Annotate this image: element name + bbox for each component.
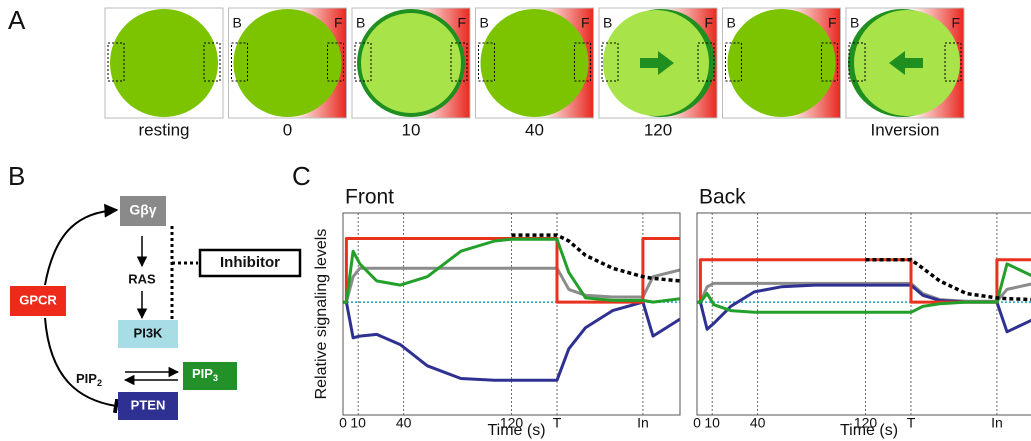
x-tick-label: In bbox=[991, 415, 1003, 431]
arrow bbox=[45, 210, 117, 285]
x-tick-label: 120 bbox=[500, 415, 524, 431]
cell-label: 120 bbox=[644, 120, 672, 139]
chart bbox=[697, 213, 1031, 415]
panel-label: B bbox=[8, 161, 25, 191]
series-line bbox=[697, 264, 1031, 312]
cell-label: Inversion bbox=[871, 120, 940, 139]
node-label: RAS bbox=[128, 271, 156, 286]
x-tick-label: In bbox=[637, 415, 649, 431]
x-tick-label: 40 bbox=[750, 415, 766, 431]
x-tick-label: 10 bbox=[704, 415, 720, 431]
node-label: PI3K bbox=[134, 325, 164, 340]
x-tick-label: 0 bbox=[339, 415, 347, 431]
pip3-text: PIP bbox=[192, 366, 213, 381]
back-letter: B bbox=[850, 15, 859, 31]
node-label: Gβγ bbox=[129, 202, 156, 218]
node-label: PTEN bbox=[131, 397, 166, 412]
cell bbox=[481, 9, 589, 117]
pip2-sub: 2 bbox=[97, 378, 102, 388]
x-tick-label: 40 bbox=[396, 415, 412, 431]
inhibit-arrow bbox=[45, 318, 116, 406]
node-label: PIP2 bbox=[76, 371, 102, 388]
panel-b: GPCR Gβγ RAS PI3K Inhibitor PIP2 PIP3 PT… bbox=[10, 196, 300, 420]
panel-label: C bbox=[292, 161, 311, 191]
front-letter: F bbox=[951, 15, 960, 31]
x-tick-label: 120 bbox=[854, 415, 878, 431]
chart bbox=[343, 213, 680, 415]
figure: A B C restingBF0BF10BF40BF120BFBFInversi… bbox=[0, 0, 1031, 441]
front-letter: F bbox=[581, 15, 590, 31]
cell bbox=[110, 9, 218, 117]
cell-interior bbox=[361, 13, 461, 113]
node-label: Inhibitor bbox=[220, 254, 280, 271]
x-tick-label: 10 bbox=[350, 415, 366, 431]
front-letter: F bbox=[828, 15, 837, 31]
chart-title: Back bbox=[699, 186, 746, 209]
cell-label: 10 bbox=[402, 120, 421, 139]
page: A B C restingBF0BF10BF40BF120BFBFInversi… bbox=[0, 0, 1031, 441]
x-tick-label: 0 bbox=[693, 415, 701, 431]
x-tick-label: T bbox=[553, 415, 562, 431]
front-letter: F bbox=[334, 15, 343, 31]
cell-label: 40 bbox=[525, 120, 544, 139]
back-letter: B bbox=[356, 15, 365, 31]
x-tick-label: T bbox=[907, 415, 916, 431]
back-letter: B bbox=[603, 15, 612, 31]
plot-frame bbox=[697, 213, 1031, 415]
back-letter: B bbox=[233, 15, 242, 31]
series-line bbox=[512, 235, 681, 281]
cell bbox=[234, 9, 342, 117]
back-letter: B bbox=[480, 15, 489, 31]
node-label: GPCR bbox=[19, 292, 57, 307]
front-letter: F bbox=[457, 15, 466, 31]
pip3-sub: 3 bbox=[213, 373, 218, 383]
series-line bbox=[697, 285, 1031, 332]
panel-label: A bbox=[8, 5, 26, 35]
y-axis-label: Relative signaling levels bbox=[313, 229, 330, 400]
cell-label: 0 bbox=[283, 120, 292, 139]
front-letter: F bbox=[704, 15, 713, 31]
pip2-text: PIP bbox=[76, 371, 97, 386]
chart-title: Front bbox=[345, 186, 394, 209]
cell bbox=[728, 9, 836, 117]
back-letter: B bbox=[727, 15, 736, 31]
cell-label: resting bbox=[138, 120, 189, 139]
